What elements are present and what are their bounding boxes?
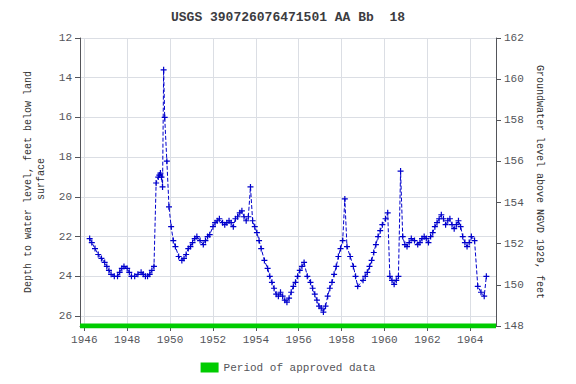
svg-text:Groundwater level above NGVD 1: Groundwater level above NGVD 1929, feet xyxy=(534,65,545,299)
svg-text:1962: 1962 xyxy=(414,334,440,346)
svg-text:surface: surface xyxy=(36,158,47,206)
svg-text:1950: 1950 xyxy=(157,334,183,346)
svg-text:20: 20 xyxy=(59,191,72,203)
svg-text:12: 12 xyxy=(59,32,72,44)
svg-text:Depth to water level, feet bel: Depth to water level, feet below land xyxy=(23,71,34,293)
svg-text:148: 148 xyxy=(504,320,524,332)
svg-text:1946: 1946 xyxy=(71,334,97,346)
svg-text:158: 158 xyxy=(504,114,524,126)
svg-text:1956: 1956 xyxy=(286,334,312,346)
svg-text:156: 156 xyxy=(504,155,524,167)
svg-text:1964: 1964 xyxy=(457,334,484,346)
svg-text:16: 16 xyxy=(59,111,72,123)
svg-text:Period of approved data: Period of approved data xyxy=(224,362,376,374)
svg-text:1952: 1952 xyxy=(200,334,226,346)
svg-text:1958: 1958 xyxy=(328,334,354,346)
svg-text:18: 18 xyxy=(59,151,72,163)
svg-text:1948: 1948 xyxy=(114,334,140,346)
svg-text:152: 152 xyxy=(504,238,524,250)
svg-text:24: 24 xyxy=(59,270,73,282)
svg-text:150: 150 xyxy=(504,279,524,291)
svg-text:26: 26 xyxy=(59,310,72,322)
svg-text:14: 14 xyxy=(59,72,73,84)
svg-text:USGS 390726076471501 AA Bb 18: USGS 390726076471501 AA Bb 18 xyxy=(171,10,405,25)
svg-text:1954: 1954 xyxy=(243,334,270,346)
svg-text:162: 162 xyxy=(504,32,524,44)
svg-text:160: 160 xyxy=(504,73,524,85)
svg-text:1960: 1960 xyxy=(371,334,397,346)
svg-text:154: 154 xyxy=(504,197,524,209)
svg-text:22: 22 xyxy=(59,231,72,243)
